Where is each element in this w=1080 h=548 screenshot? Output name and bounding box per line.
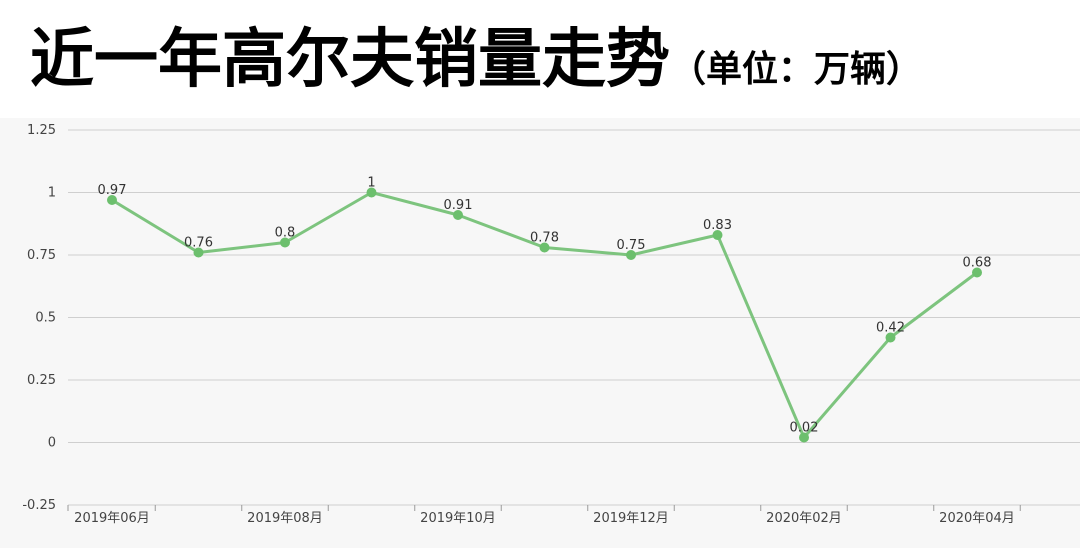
x-tick-label: 2019年12月: [593, 511, 669, 526]
x-axis-ticks: 2019年06月 2019年08月 2019年10月 2019年12月 2020年02月…: [67, 505, 1021, 526]
data-label: 0.91: [444, 198, 473, 213]
data-point: [885, 332, 896, 343]
y-tick-label: 0.25: [27, 373, 56, 388]
chart-title-unit: （单位：万辆）: [670, 49, 923, 90]
data-label: 0.83: [703, 218, 732, 233]
data-label: 0.68: [963, 256, 992, 271]
y-tick-label: 0.75: [27, 248, 56, 263]
data-label: 0.02: [790, 421, 819, 436]
data-label: 0.42: [876, 321, 905, 336]
data-label: 0.97: [98, 183, 127, 198]
data-label: 0.8: [275, 226, 296, 241]
data-point: [539, 242, 550, 253]
data-label: 0.75: [617, 238, 646, 253]
chart-title: 近一年高尔夫销量走势（单位：万辆）: [30, 20, 922, 100]
data-labels: 0.97 0.76 0.8 1 0.91 0.78 0.75 0.83 0.02 0.42 0.68: [98, 176, 992, 436]
chart-title-main: 近一年高尔夫销量走势: [30, 23, 670, 97]
data-points: [107, 187, 982, 443]
series-line: [111, 191, 978, 439]
x-tick-label: 2019年10月: [420, 511, 496, 526]
y-tick-label: 1: [48, 186, 56, 201]
data-point: [107, 195, 117, 205]
y-tick-label: -0.25: [22, 498, 56, 513]
x-tick-label: 2020年02月: [766, 511, 842, 526]
y-tick-label: 1.25: [27, 123, 56, 138]
y-tick-label: 0.5: [35, 311, 56, 326]
data-point: [453, 210, 463, 220]
title-bar: 近一年高尔夫销量走势（单位：万辆）: [0, 0, 1080, 118]
gridlines: [68, 129, 1080, 506]
x-tick-label: 2019年08月: [247, 511, 323, 526]
data-point: [799, 432, 809, 443]
data-label: 0.78: [530, 231, 559, 246]
series-line-path: [111, 191, 978, 439]
plot-background: [0, 118, 1080, 548]
data-point: [366, 187, 377, 198]
x-tick-label: 2020年04月: [939, 511, 1015, 526]
data-point: [972, 267, 982, 278]
data-point: [626, 250, 636, 260]
data-point: [712, 230, 723, 240]
y-tick-label: 0: [48, 436, 56, 451]
x-tick-label: 2019年06月: [74, 511, 150, 526]
data-point: [193, 247, 204, 258]
data-label: 1: [367, 176, 375, 191]
y-axis-ticks: 1.25 1 0.75 0.5 0.25 0 -0.25: [22, 123, 56, 513]
data-point: [280, 237, 290, 248]
data-label: 0.76: [184, 236, 213, 251]
